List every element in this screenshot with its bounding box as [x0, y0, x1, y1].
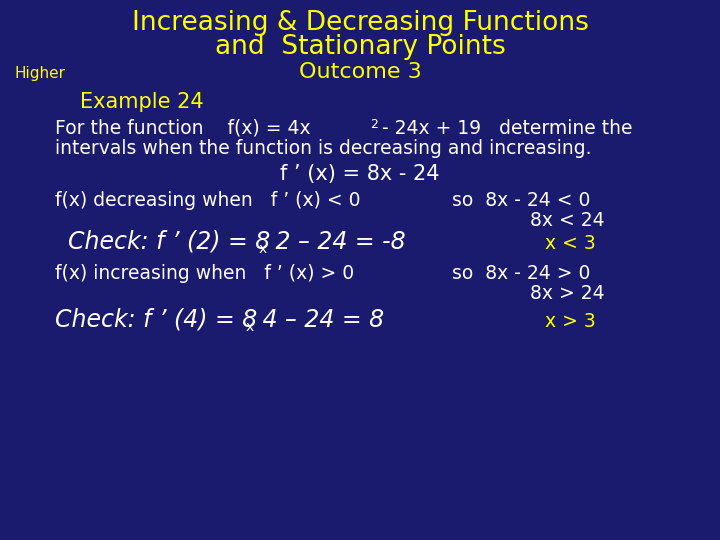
Text: intervals when the function is decreasing and increasing.: intervals when the function is decreasin…	[55, 139, 592, 158]
Text: - 24x + 19   determine the: - 24x + 19 determine the	[376, 119, 632, 138]
Text: f(x) increasing when   f ’ (x) > 0: f(x) increasing when f ’ (x) > 0	[55, 264, 354, 283]
Text: and  Stationary Points: and Stationary Points	[215, 34, 505, 60]
Text: 4 – 24 = 8: 4 – 24 = 8	[255, 308, 384, 332]
Text: f(x) decreasing when   f ’ (x) < 0: f(x) decreasing when f ’ (x) < 0	[55, 191, 361, 210]
Text: Check: f ’ (4) = 8: Check: f ’ (4) = 8	[55, 308, 265, 332]
Text: f ’ (x) = 8x - 24: f ’ (x) = 8x - 24	[280, 164, 440, 184]
Text: For the function    f(x) = 4x: For the function f(x) = 4x	[55, 119, 310, 138]
Text: x < 3: x < 3	[545, 234, 595, 253]
Text: Example 24: Example 24	[80, 92, 204, 112]
Text: Outcome 3: Outcome 3	[299, 62, 421, 82]
Text: Increasing & Decreasing Functions: Increasing & Decreasing Functions	[132, 10, 588, 36]
Text: Check: f ’ (2) = 8: Check: f ’ (2) = 8	[68, 230, 278, 254]
Text: x > 3: x > 3	[545, 312, 595, 331]
Text: x: x	[246, 320, 254, 334]
Text: x: x	[259, 242, 267, 256]
Text: 2: 2	[370, 118, 378, 131]
Text: Higher: Higher	[14, 66, 65, 81]
Text: so  8x - 24 < 0: so 8x - 24 < 0	[452, 191, 590, 210]
Text: 2 – 24 = -8: 2 – 24 = -8	[268, 230, 405, 254]
Text: 8x > 24: 8x > 24	[530, 284, 605, 303]
Text: 8x < 24: 8x < 24	[530, 211, 605, 230]
Text: so  8x - 24 > 0: so 8x - 24 > 0	[452, 264, 590, 283]
